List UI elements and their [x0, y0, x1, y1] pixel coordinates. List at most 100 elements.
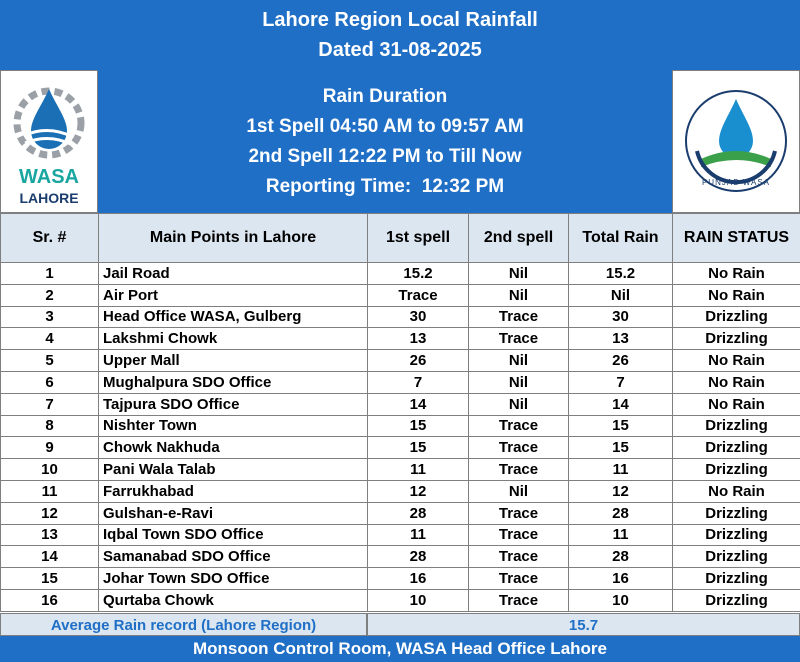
cell: 16 — [367, 567, 469, 590]
cell: 10 — [367, 588, 469, 612]
logo-text: WASA — [19, 166, 79, 188]
cell: 7 — [568, 370, 673, 394]
data-row: 5 Upper Mall 26 Nil 26 No Rain — [0, 349, 800, 372]
column-header: Main Points in Lahore — [98, 213, 368, 263]
cell: 16 — [0, 588, 99, 612]
cell: Nil — [468, 370, 569, 394]
right-logo: PUNJAB WASA — [672, 70, 800, 213]
logo-graphic: PUNJAB WASA — [685, 90, 787, 192]
average-label: Average Rain record (Lahore Region) — [0, 613, 367, 636]
cell: 11 — [568, 458, 673, 481]
cell: 7 — [367, 370, 469, 394]
cell: Pani Wala Talab — [98, 458, 368, 481]
average-value: 15.7 — [367, 613, 800, 636]
cell: Head Office WASA, Gulberg — [98, 305, 368, 329]
info-line: Reporting Time: 12:32 PM — [265, 175, 505, 197]
data-row: 3 Head Office WASA, Gulberg 30 Trace 30 Drizz… — [0, 305, 800, 329]
cell: Trace — [468, 588, 569, 612]
cell: 30 — [568, 305, 673, 329]
cell: Lakshmi Chowk — [98, 327, 368, 351]
cell: No Rain — [672, 479, 800, 503]
data-row: 12 Gulshan-e-Ravi 28 Trace 28 Drizzling — [0, 501, 800, 525]
cell: 7 — [0, 392, 99, 416]
cell: Trace — [468, 414, 569, 438]
title-band: Lahore Region Local Rainfall Dated 31-08… — [0, 0, 800, 70]
cell: 26 — [367, 349, 469, 372]
cell: 1 — [0, 262, 99, 285]
cell: Trace — [468, 523, 569, 547]
data-row: 14 Samanabad SDO Office 28 Trace 28 Drizzling — [0, 545, 800, 569]
data-row: 7 Tajpura SDO Office 14 Nil 14 No Rain — [0, 392, 800, 416]
cell: Drizzling — [672, 545, 800, 569]
cell: Drizzling — [672, 327, 800, 351]
cell: 10 — [568, 588, 673, 612]
cell: Nil — [568, 283, 673, 307]
data-row: 11 Farrukhabad 12 Nil 12 No Rain — [0, 479, 800, 503]
cell: 14 — [568, 392, 673, 416]
cell: Trace — [468, 327, 569, 351]
cell: Trace — [367, 283, 469, 307]
cell: Trace — [468, 567, 569, 590]
cell: 15.2 — [367, 262, 469, 285]
cell: Trace — [468, 305, 569, 329]
cell: Mughalpura SDO Office — [98, 370, 368, 394]
column-header: RAIN STATUS — [672, 213, 800, 263]
cell: 15 — [568, 414, 673, 438]
cell: Samanabad SDO Office — [98, 545, 368, 569]
data-row: 13 Iqbal Town SDO Office 11 Trace 11 Drizzlin… — [0, 523, 800, 547]
cell: No Rain — [672, 349, 800, 372]
cell: 14 — [367, 392, 469, 416]
cell: Qurtaba Chowk — [98, 588, 368, 612]
cell: Nil — [468, 283, 569, 307]
info-band: Rain Duration 1st Spell 04:50 AM to 09:5… — [98, 70, 672, 213]
column-header: 2nd spell — [468, 213, 569, 263]
rain-table: Sr. # Main Points in Lahore 1st spell 2nd s… — [0, 213, 800, 612]
data-row: 8 Nishter Town 15 Trace 15 Drizzling — [0, 414, 800, 438]
data-row: 15 Johar Town SDO Office 16 Trace 16 Drizzlin… — [0, 567, 800, 590]
data-row: 6 Mughalpura SDO Office 7 Nil 7 No Rain — [0, 370, 800, 394]
cell: 11 — [568, 523, 673, 547]
left-logo: WASA LAHORE — [0, 70, 98, 213]
cell: 5 — [0, 349, 99, 372]
cell: 12 — [367, 479, 469, 503]
cell: No Rain — [672, 392, 800, 416]
cell: Trace — [468, 436, 569, 460]
cell: Iqbal Town SDO Office — [98, 523, 368, 547]
column-header: Total Rain — [568, 213, 673, 263]
cell: Gulshan-e-Ravi — [98, 501, 368, 525]
cell: 15 — [568, 436, 673, 460]
cell: Nil — [468, 349, 569, 372]
data-row: 2 Air Port Trace Nil Nil No Rain — [0, 283, 800, 307]
info-line: 2nd Spell 12:22 PM to Till Now — [248, 145, 522, 167]
cell: 11 — [367, 523, 469, 547]
cell: 13 — [367, 327, 469, 351]
cell: Trace — [468, 501, 569, 525]
cell: Drizzling — [672, 414, 800, 438]
cell: 4 — [0, 327, 99, 351]
cell: 15.2 — [568, 262, 673, 285]
cell: 10 — [0, 458, 99, 481]
cell: 15 — [367, 414, 469, 438]
column-header: 1st spell — [367, 213, 469, 263]
cell: Drizzling — [672, 436, 800, 460]
cell: 28 — [568, 501, 673, 525]
header-row: Sr. # Main Points in Lahore 1st spell 2nd s… — [0, 213, 800, 263]
cell: Chowk Nakhuda — [98, 436, 368, 460]
cell: No Rain — [672, 283, 800, 307]
footer: Monsoon Control Room, WASA Head Office L… — [0, 636, 800, 662]
cell: Drizzling — [672, 588, 800, 612]
cell: Johar Town SDO Office — [98, 567, 368, 590]
cell: Drizzling — [672, 567, 800, 590]
cell: Air Port — [98, 283, 368, 307]
cell: 8 — [0, 414, 99, 438]
cell: Nil — [468, 392, 569, 416]
cell: 12 — [568, 479, 673, 503]
cell: 30 — [367, 305, 469, 329]
cell: Nil — [468, 479, 569, 503]
cell: No Rain — [672, 370, 800, 394]
cell: Upper Mall — [98, 349, 368, 372]
cell: 28 — [568, 545, 673, 569]
cell: Drizzling — [672, 458, 800, 481]
cell: Drizzling — [672, 305, 800, 329]
